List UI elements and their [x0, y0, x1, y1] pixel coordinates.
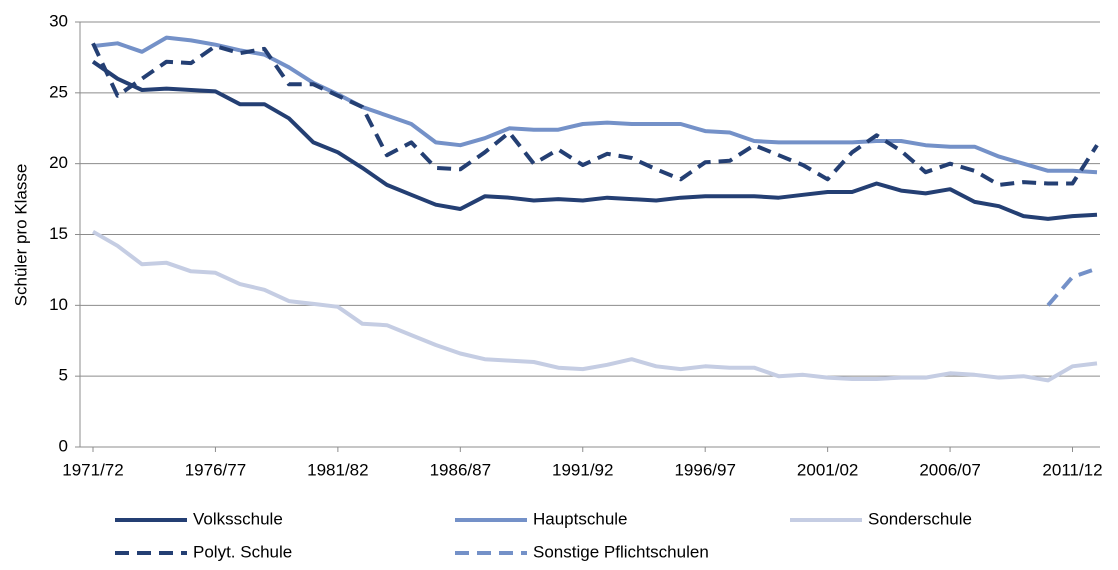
x-tick-label: 1996/97	[674, 460, 735, 479]
y-tick-label: 0	[59, 436, 68, 455]
series-line	[91, 42, 1099, 187]
series-line	[91, 60, 1098, 221]
x-tick-label: 1971/72	[62, 460, 123, 479]
x-tick-label: 1976/77	[185, 460, 246, 479]
y-axis-label: Schüler pro Klasse	[11, 164, 30, 307]
y-tick-label: 5	[59, 366, 68, 385]
y-tick-label: 10	[49, 295, 68, 314]
x-tick-label: 2011/12	[1042, 460, 1102, 479]
y-tick-label: 20	[49, 153, 68, 172]
x-tick-label: 1991/92	[552, 460, 613, 479]
x-tick-label: 2006/07	[919, 460, 980, 479]
legend-label: Volksschule	[193, 509, 283, 528]
x-tick-label: 1986/87	[430, 460, 491, 479]
y-tick-label: 15	[49, 224, 68, 243]
x-tick-label: 1981/82	[307, 460, 368, 479]
legend-label: Hauptschule	[533, 509, 628, 528]
series-line	[1046, 266, 1098, 307]
legend-label: Sonstige Pflichtschulen	[533, 542, 709, 561]
x-tick-label: 2001/02	[797, 460, 858, 479]
y-tick-label: 25	[49, 82, 68, 101]
series-line	[92, 35, 1098, 175]
y-tick-label: 30	[49, 11, 68, 30]
legend-label: Sonderschule	[868, 509, 972, 528]
series-line	[92, 229, 1098, 383]
legend-label: Polyt. Schule	[193, 542, 292, 561]
